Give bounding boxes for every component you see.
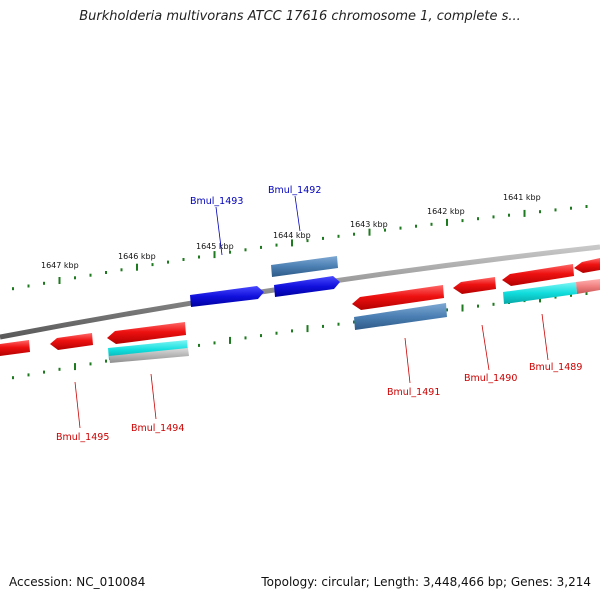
kbp-label: 1641 kbp	[503, 193, 541, 202]
major-tick	[446, 218, 448, 226]
minor-tick	[198, 255, 200, 259]
minor-tick	[244, 336, 247, 340]
minor-tick	[151, 263, 154, 267]
gene-bmul-1492[interactable]	[271, 256, 340, 297]
leader-line	[541, 313, 549, 361]
minor-tick	[105, 271, 107, 274]
minor-tick	[27, 373, 30, 377]
gene-label-bmul-1489[interactable]: Bmul_1489	[529, 362, 582, 373]
major-tick	[74, 363, 76, 371]
minor-tick	[229, 250, 231, 254]
minor-tick	[585, 205, 588, 208]
minor-tick	[12, 287, 14, 291]
minor-tick	[477, 304, 479, 308]
minor-tick	[399, 226, 402, 230]
leader-line	[294, 195, 301, 232]
minor-tick	[554, 295, 557, 299]
minor-tick	[306, 239, 309, 243]
minor-tick	[492, 215, 495, 219]
gene-bmul-1493[interactable]	[190, 286, 264, 307]
minor-tick	[260, 245, 262, 249]
minor-tick	[167, 260, 169, 264]
minor-tick	[337, 234, 340, 238]
minor-tick	[105, 359, 107, 363]
gene-bmul-1495[interactable]	[0, 333, 93, 356]
minor-tick	[446, 308, 448, 312]
gene-bmul-1488[interactable]	[502, 258, 600, 286]
minor-tick	[570, 206, 572, 210]
minor-tick	[570, 293, 572, 297]
minor-tick	[337, 322, 340, 326]
minor-tick	[198, 343, 200, 347]
minor-tick	[384, 228, 386, 232]
minor-tick	[554, 208, 557, 212]
gene-bmul-1489[interactable]	[503, 279, 600, 304]
minor-tick	[415, 224, 417, 228]
major-tick	[58, 277, 61, 284]
minor-tick	[477, 217, 479, 221]
major-tick	[523, 209, 526, 217]
major-tick	[291, 239, 293, 247]
minor-tick	[585, 292, 588, 295]
minor-tick	[508, 213, 510, 217]
gene-label-bmul-1493[interactable]: Bmul_1493	[190, 196, 243, 207]
minor-tick	[353, 232, 355, 236]
major-tick	[461, 304, 464, 312]
minor-tick	[322, 236, 324, 240]
major-tick	[136, 263, 138, 271]
minor-tick	[275, 243, 278, 247]
minor-tick	[27, 284, 30, 288]
minor-tick	[322, 324, 324, 328]
topology-label: Topology: circular; Length: 3,448,466 bp…	[261, 575, 591, 589]
accession-label: Accession: NC_010084	[9, 575, 146, 589]
gene-label-bmul-1494[interactable]: Bmul_1494	[131, 423, 184, 434]
minor-tick	[89, 362, 92, 366]
gene-label-bmul-1492[interactable]: Bmul_1492	[268, 185, 321, 196]
major-tick	[368, 228, 371, 236]
kbp-label: 1647 kbp	[41, 261, 79, 270]
gene-bmul-1494[interactable]	[107, 322, 189, 363]
minor-tick	[461, 219, 464, 223]
gene-label-bmul-1491[interactable]: Bmul_1491	[387, 387, 440, 398]
leader-line	[150, 373, 157, 420]
kbp-label: 1642 kbp	[427, 207, 465, 216]
minor-tick	[58, 367, 61, 371]
minor-tick	[120, 268, 123, 272]
leader-line	[215, 206, 223, 256]
leader-line	[74, 381, 81, 429]
minor-tick	[12, 376, 14, 380]
major-tick	[229, 336, 231, 344]
gene-bmul-1490[interactable]	[453, 277, 496, 294]
minor-tick	[43, 370, 45, 374]
major-tick	[306, 325, 309, 333]
minor-tick	[430, 222, 433, 226]
outer-tick-ring	[12, 205, 588, 291]
minor-tick	[260, 334, 262, 338]
kbp-label: 1645 kbp	[196, 242, 234, 251]
minor-tick	[275, 331, 278, 335]
inner-tick-ring	[12, 292, 588, 380]
minor-tick	[244, 248, 247, 252]
kbp-label: 1646 kbp	[118, 252, 156, 261]
gene-label-bmul-1495[interactable]: Bmul_1495	[56, 432, 109, 443]
minor-tick	[89, 273, 92, 277]
gene-bmul-1491[interactable]	[352, 285, 447, 330]
minor-tick	[74, 276, 76, 280]
kbp-label: 1643 kbp	[350, 220, 388, 229]
minor-tick	[492, 302, 495, 306]
leader-line	[481, 324, 490, 371]
minor-tick	[539, 210, 541, 214]
minor-tick	[182, 258, 185, 261]
map-title: Burkholderia multivorans ATCC 17616 chro…	[79, 9, 521, 24]
minor-tick	[43, 281, 45, 285]
minor-tick	[353, 320, 355, 324]
minor-tick	[291, 329, 293, 333]
kbp-label: 1644 kbp	[273, 231, 311, 240]
gene-label-bmul-1490[interactable]: Bmul_1490	[464, 373, 517, 384]
major-tick	[213, 251, 216, 259]
leader-line	[404, 337, 411, 384]
minor-tick	[213, 341, 216, 345]
